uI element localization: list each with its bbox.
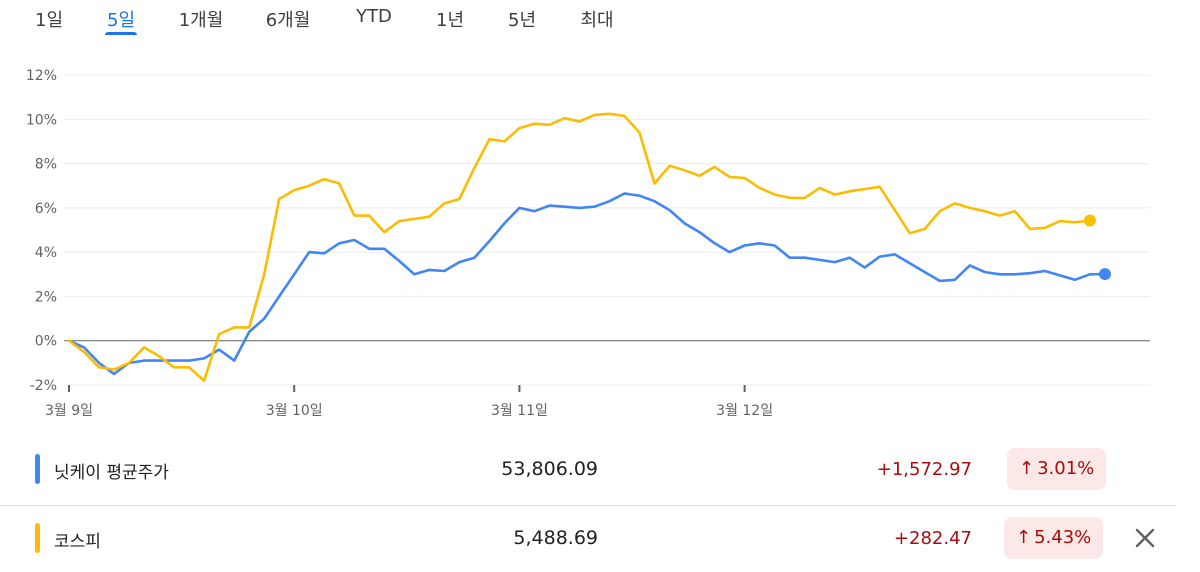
y-tick-label: 10% (26, 112, 57, 128)
tab-5[interactable]: 1년 (435, 10, 465, 31)
y-tick-label: 2% (35, 289, 57, 305)
y-tick-label: 4% (35, 245, 57, 261)
series-name: 닛케이 평균주가 (54, 463, 169, 483)
percent-change-value: 5.43% (1034, 527, 1092, 548)
percent-change-badge: ↑ 3.01% (1007, 448, 1107, 490)
series-name: 코스피 (54, 532, 101, 552)
x-tick-label: 3월 9일 (45, 403, 93, 419)
series-endpoint-0 (1098, 268, 1111, 281)
line-chart: -2% 0% 2% 4% 6% 8% 10% 12% 3월 9일 3월 10일 3월 11일 3월 1… (26, 68, 1150, 419)
arrow-up-icon: ↑ (1019, 458, 1035, 479)
series-color-swatch (35, 454, 40, 484)
x-tick-label: 3월 12일 (716, 403, 773, 419)
legend-row-nikkei[interactable]: 닛케이 평균주가 53,806.09 +1,572.97 ↑ 3.01% (0, 436, 1200, 502)
tab-0[interactable]: 1일 (34, 10, 64, 31)
tab-1[interactable]: 5일 (106, 10, 136, 31)
series-price: 53,806.09 (501, 458, 598, 480)
close-icon[interactable] (1131, 524, 1159, 552)
y-tick-label: 0% (35, 334, 57, 350)
tab-6[interactable]: 5년 (507, 10, 537, 31)
x-tick-label: 3월 10일 (266, 403, 323, 419)
x-tick-label: 3월 11일 (491, 403, 548, 419)
arrow-up-icon: ↑ (1016, 527, 1032, 548)
tab-3[interactable]: 6개월 (265, 10, 311, 31)
legend-row-kospi[interactable]: 코스피 5,488.69 +282.47 ↑ 5.43% (0, 506, 1200, 572)
series-endpoint-1 (1083, 214, 1096, 227)
y-tick-label: -2% (30, 378, 57, 394)
percent-change-badge: ↑ 5.43% (1004, 517, 1104, 559)
series-line-1 (67, 112, 1092, 382)
divider (0, 505, 1176, 506)
tab-4[interactable]: YTD (356, 6, 392, 27)
y-tick-label: 8% (35, 157, 57, 173)
series-change: +1,572.97 (876, 459, 972, 480)
series-change: +282.47 (893, 528, 972, 549)
tab-2[interactable]: 1개월 (178, 10, 224, 31)
percent-change-value: 3.01% (1037, 458, 1095, 479)
series-color-swatch (35, 523, 40, 553)
active-tab-indicator (105, 32, 137, 35)
timeframe-tabs: 1일 5일 1개월 6개월 YTD 1년 5년 최대 (0, 0, 1200, 40)
tab-7[interactable]: 최대 (580, 10, 614, 31)
y-tick-label: 12% (26, 68, 57, 84)
y-tick-label: 6% (35, 201, 57, 217)
series-line-0 (67, 192, 1107, 376)
series-price: 5,488.69 (513, 527, 598, 549)
